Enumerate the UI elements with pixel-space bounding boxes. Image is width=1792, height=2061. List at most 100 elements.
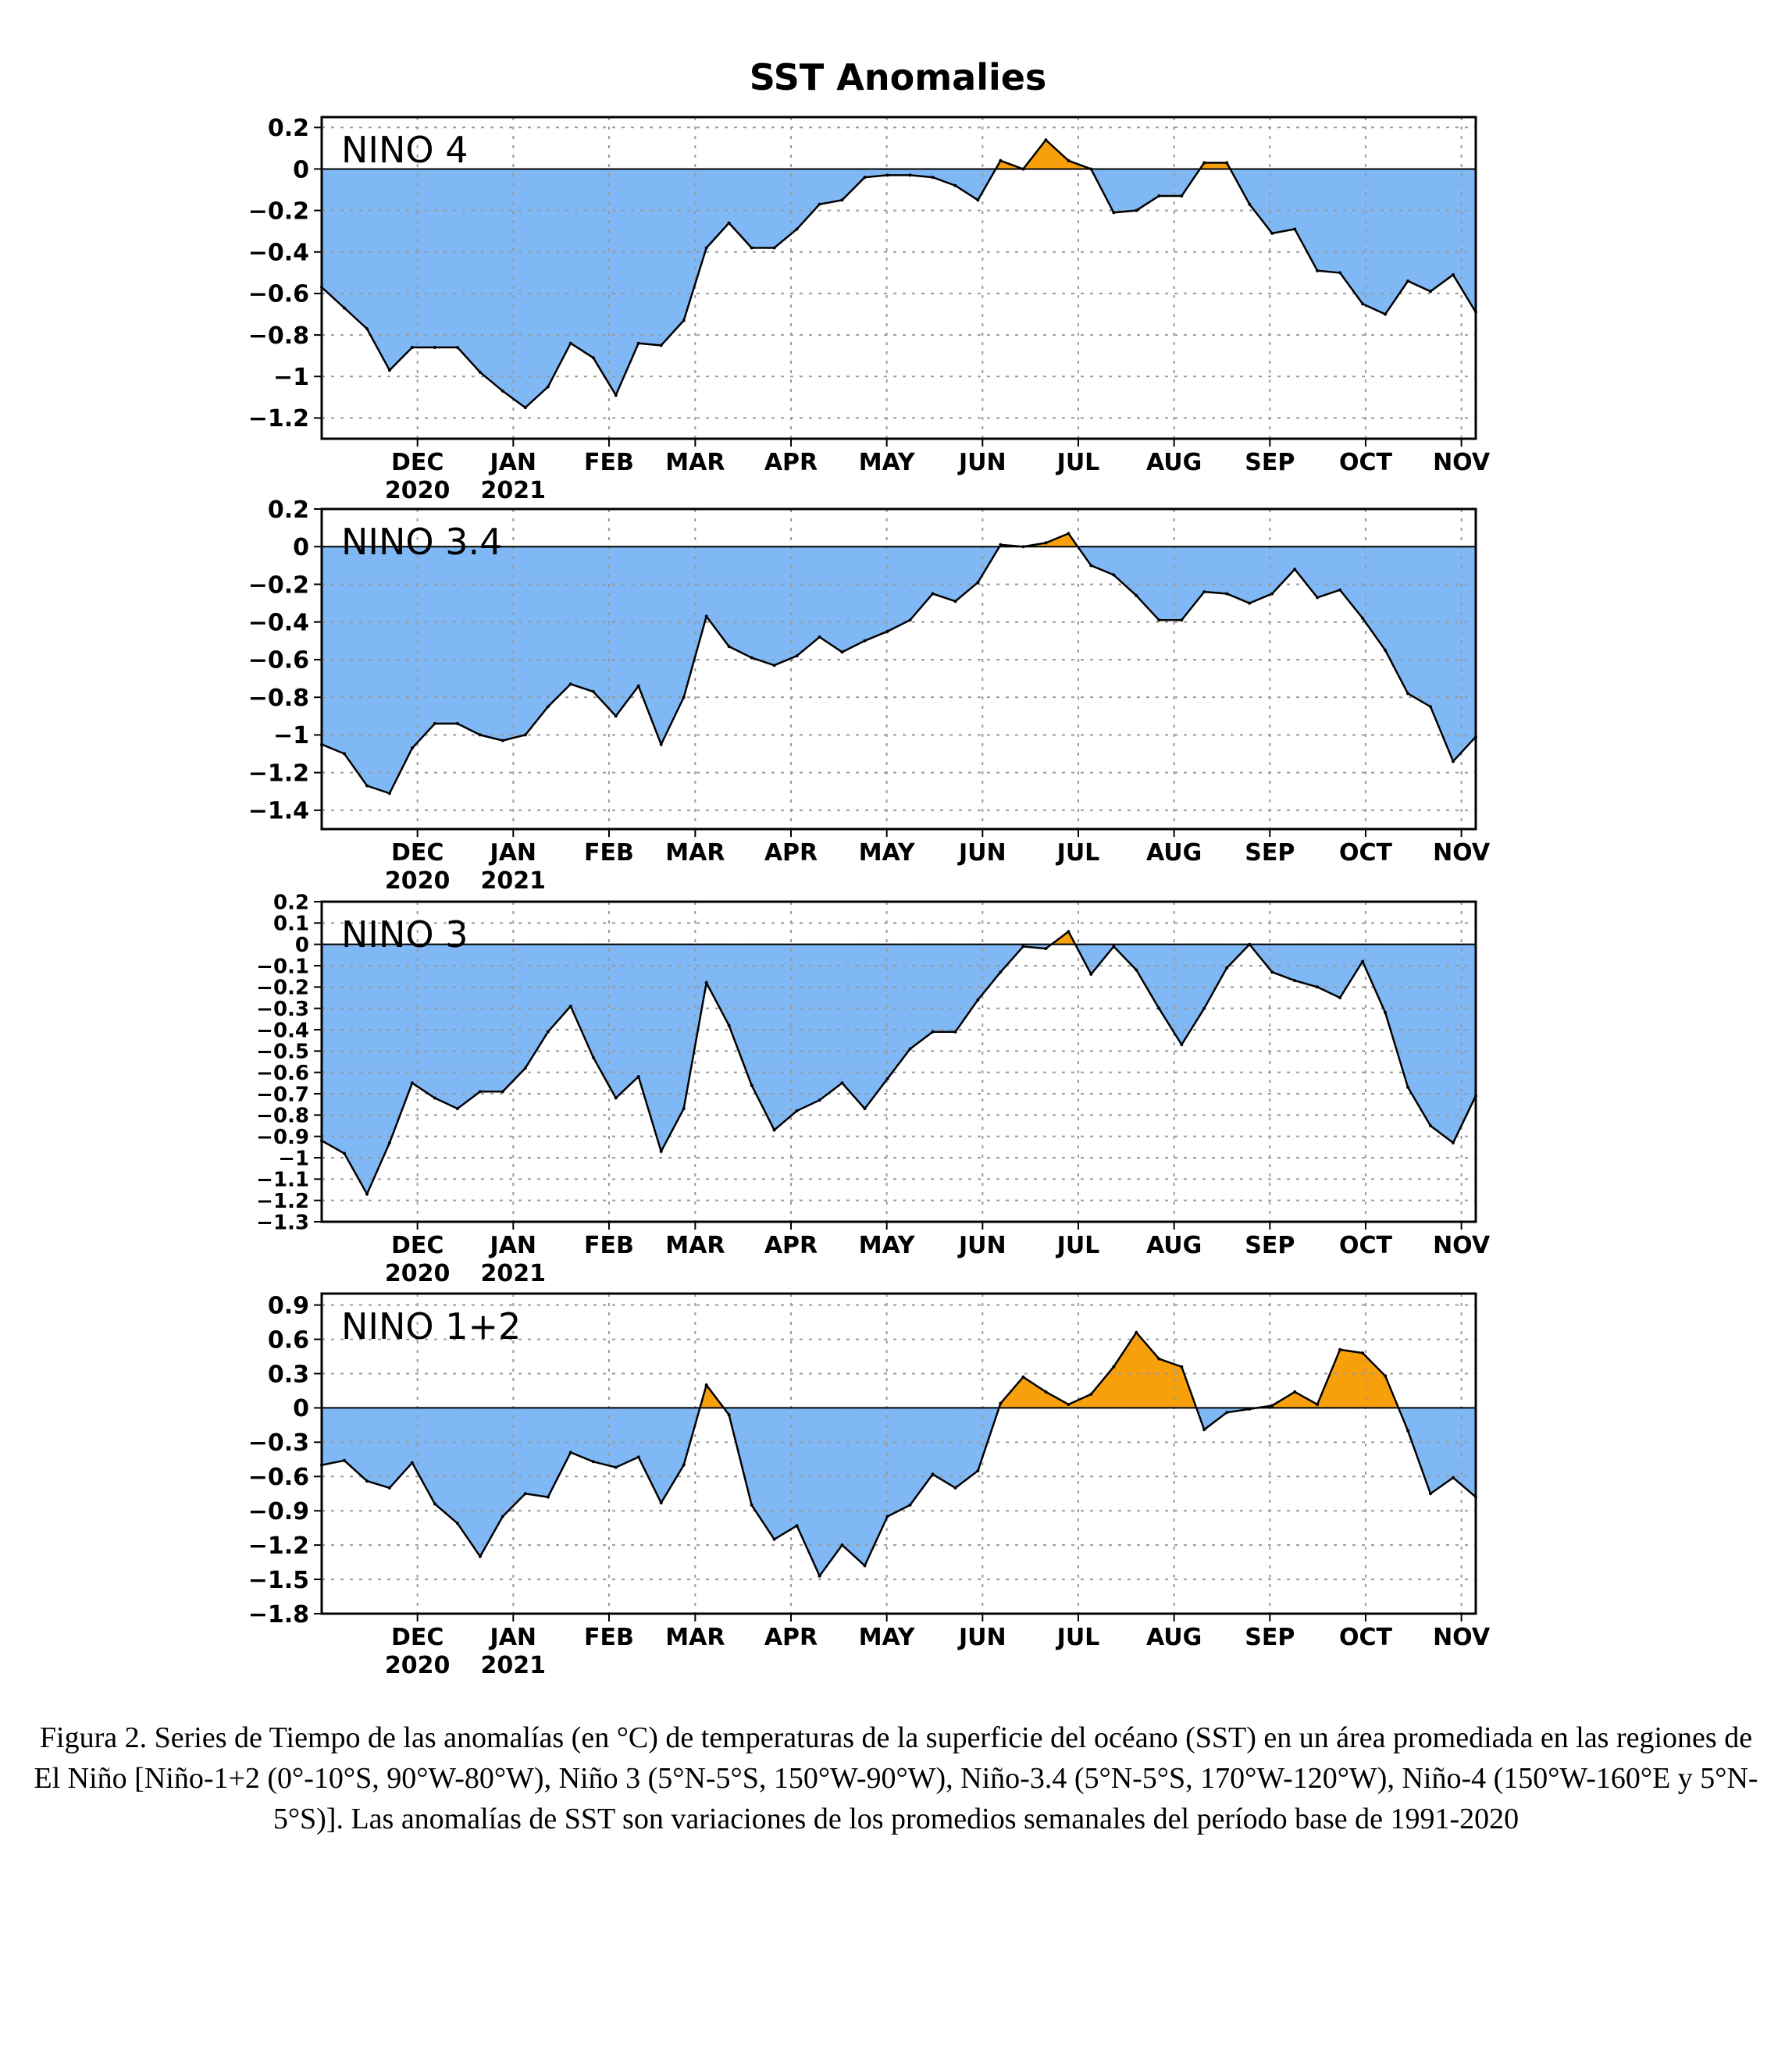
data-point: [682, 696, 686, 699]
x-tick-label: JUN: [957, 1232, 1006, 1259]
data-point: [931, 176, 935, 180]
data-point: [885, 1077, 889, 1080]
x-tick-label: NOV: [1433, 1232, 1491, 1259]
data-point: [568, 1451, 572, 1454]
data-point: [840, 198, 844, 202]
data-point: [1157, 618, 1161, 622]
data-point: [1338, 588, 1342, 592]
x-tick-label: MAR: [665, 449, 725, 476]
x-tick-label: JUL: [1056, 449, 1100, 476]
data-point: [433, 346, 436, 349]
data-point: [908, 173, 912, 177]
data-point: [410, 346, 414, 349]
data-point: [1384, 1011, 1388, 1015]
data-point: [1135, 1330, 1138, 1334]
data-point: [863, 176, 867, 180]
data-point: [455, 346, 459, 349]
y-tick-label: −0.2: [248, 571, 309, 599]
y-tick-label: −1.2: [248, 760, 309, 787]
series-line: [322, 138, 1476, 409]
x-tick-label: SEP: [1245, 449, 1295, 476]
x-tick-label: APR: [764, 449, 818, 476]
data-point: [591, 689, 595, 693]
y-tick-label: −0.6: [256, 1062, 309, 1085]
x-tick-label: SEP: [1245, 1624, 1295, 1651]
data-point: [1248, 601, 1252, 605]
data-point: [1021, 1375, 1025, 1379]
data-point: [795, 654, 799, 658]
data-point: [953, 600, 957, 603]
data-point: [591, 1055, 595, 1059]
y-tick-label: 0: [295, 934, 309, 957]
data-point: [614, 1096, 618, 1100]
data-point: [682, 1463, 686, 1467]
data-point: [365, 327, 369, 331]
figure-caption: Figura 2. Series de Tiempo de las anomal…: [34, 1721, 1758, 1835]
data-point: [1452, 760, 1455, 764]
data-point: [1135, 968, 1138, 972]
data-point: [1406, 1429, 1410, 1433]
data-point: [1361, 959, 1365, 963]
y-tick-label: −1: [273, 722, 309, 749]
y-tick-label: −0.2: [256, 977, 309, 1000]
data-point: [1338, 1347, 1342, 1351]
data-point: [478, 733, 482, 737]
data-point: [863, 1564, 867, 1568]
negative-anomaly-area: [322, 944, 1476, 1194]
x-tick-label: FEB: [584, 839, 634, 867]
y-tick-label: −0.3: [256, 998, 309, 1021]
data-point: [772, 246, 776, 250]
data-point: [976, 1469, 980, 1472]
y-tick-label: −1.8: [248, 1601, 309, 1629]
data-point: [863, 639, 867, 643]
x-tick-label: DEC: [391, 1232, 444, 1259]
data-point: [1067, 1403, 1071, 1406]
data-point: [795, 227, 799, 231]
data-point: [387, 368, 391, 372]
data-point: [1044, 1390, 1048, 1394]
y-tick-label: 0.1: [273, 913, 309, 936]
positive-anomaly-area: [700, 1332, 1399, 1408]
x-tick-label: AUG: [1146, 1624, 1202, 1651]
x-tick-label: FEB: [584, 449, 634, 476]
data-point: [727, 1413, 731, 1417]
data-point: [1112, 945, 1116, 949]
x-tick-label: JAN: [489, 449, 537, 476]
x-tick-label: FEB: [584, 1624, 634, 1651]
data-point: [478, 1090, 482, 1094]
data-point: [953, 1030, 957, 1034]
data-point: [387, 792, 391, 796]
data-point: [1157, 1006, 1161, 1010]
data-point: [659, 742, 663, 746]
data-point: [1293, 1390, 1297, 1394]
data-point: [546, 1030, 550, 1034]
data-point: [343, 306, 346, 310]
data-point: [976, 198, 980, 202]
data-point: [750, 656, 753, 660]
data-point: [546, 705, 550, 709]
x-tick-year-label: 2021: [481, 867, 547, 895]
data-point: [1202, 590, 1206, 594]
data-point: [523, 1066, 527, 1070]
data-point: [568, 341, 572, 345]
figure-title: SST Anomalies: [750, 56, 1047, 98]
data-point: [1225, 966, 1229, 970]
data-point: [343, 1458, 346, 1462]
x-tick-label: OCT: [1339, 1232, 1393, 1259]
data-point: [1429, 705, 1432, 709]
data-point: [659, 344, 663, 347]
data-point: [1248, 1407, 1252, 1411]
data-point: [908, 618, 912, 622]
data-point: [387, 1141, 391, 1144]
data-point: [999, 1401, 1003, 1405]
data-point: [1406, 692, 1410, 696]
y-tick-label: −0.9: [256, 1126, 309, 1149]
data-point: [818, 1574, 821, 1578]
data-point: [1361, 302, 1365, 306]
data-point: [501, 1090, 504, 1094]
y-tick-label: −0.9: [248, 1498, 309, 1525]
x-tick-label: JUN: [957, 1624, 1006, 1651]
data-point: [1270, 970, 1274, 974]
panel-nino-1-2: 0.90.60.30−0.3−0.6−0.9−1.2−1.5−1.8DEC202…: [248, 1292, 1491, 1679]
